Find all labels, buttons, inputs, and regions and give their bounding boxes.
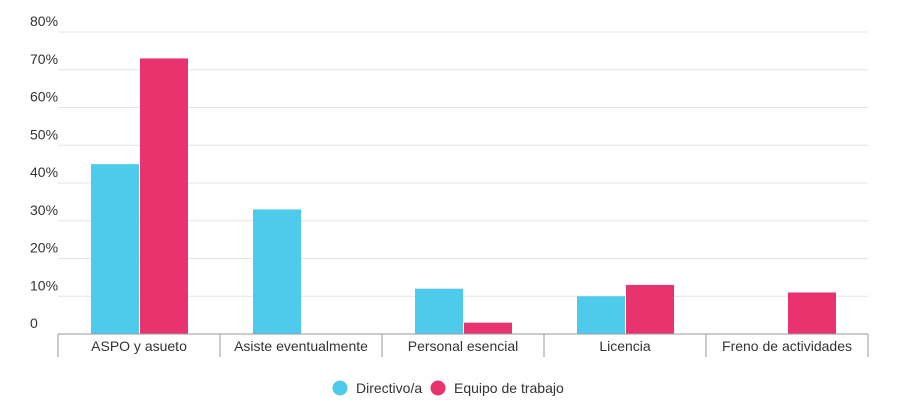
y-tick-label: 10%	[30, 277, 58, 293]
bar-directivo-a-2	[415, 288, 463, 334]
y-tick-label: 50%	[30, 126, 58, 142]
bar-equipo-de-trabajo-2	[464, 322, 512, 334]
legend: Directivo/a Equipo de trabajo	[332, 380, 564, 396]
bar-equipo-de-trabajo-3	[626, 284, 674, 334]
bar-directivo-a-0	[91, 164, 139, 334]
x-category-label: Freno de actividades	[722, 338, 852, 354]
y-tick-label: 60%	[30, 89, 58, 105]
x-category-label: Personal esencial	[408, 338, 519, 354]
x-axis	[57, 333, 869, 357]
legend-swatch	[332, 380, 348, 396]
bar-directivo-a-3	[577, 296, 625, 334]
x-category-label: Licencia	[599, 338, 651, 354]
bar-equipo-de-trabajo-4	[788, 292, 836, 334]
bar-directivo-a-1	[253, 209, 301, 334]
legend-swatch	[430, 380, 446, 396]
x-category-label: Asiste eventualmente	[234, 338, 368, 354]
y-tick-label: 40%	[30, 164, 58, 180]
gridlines	[58, 31, 868, 297]
x-category-label: ASPO y asueto	[91, 338, 187, 354]
y-tick-label: 30%	[30, 202, 58, 218]
y-tick-label: 20%	[30, 240, 58, 256]
y-tick-label: 0	[30, 315, 38, 331]
y-tick-label: 80%	[30, 13, 58, 29]
legend-label: Directivo/a	[356, 380, 422, 396]
legend-label: Equipo de trabajo	[454, 380, 564, 396]
y-tick-label: 70%	[30, 51, 58, 67]
bar-equipo-de-trabajo-0	[140, 58, 188, 335]
x-axis-categories: ASPO y asueto Asiste eventualmente Persona…	[91, 338, 852, 354]
bars	[91, 58, 836, 335]
y-axis-ticks: 0 10% 20% 30% 40% 50% 60% 70% 80%	[30, 13, 58, 331]
